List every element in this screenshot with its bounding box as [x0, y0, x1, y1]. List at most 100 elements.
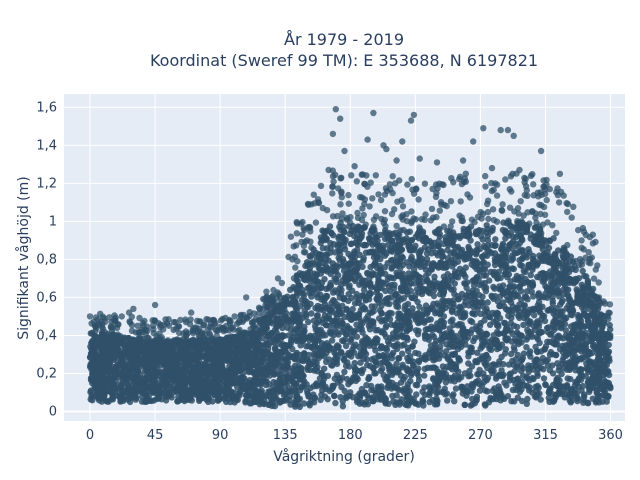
- data-point: [347, 338, 354, 345]
- data-point: [282, 378, 289, 386]
- data-point: [310, 383, 317, 390]
- data-point: [353, 226, 361, 233]
- data-point: [544, 328, 552, 336]
- data-point: [394, 367, 401, 374]
- data-point: [422, 326, 429, 333]
- data-point: [461, 370, 469, 377]
- data-point: [462, 232, 470, 239]
- data-point: [402, 302, 409, 309]
- data-point: [385, 295, 392, 302]
- data-point: [466, 349, 473, 356]
- data-point: [434, 369, 442, 377]
- data-point: [259, 351, 267, 358]
- data-point: [591, 344, 598, 351]
- data-point: [357, 359, 364, 366]
- data-point: [319, 332, 326, 339]
- data-point: [501, 319, 509, 327]
- data-point: [507, 350, 515, 358]
- data-point: [460, 270, 468, 278]
- data-point: [407, 372, 415, 379]
- data-point: [490, 283, 497, 291]
- data-point: [393, 269, 400, 276]
- data-point: [566, 366, 573, 374]
- data-point: [300, 383, 308, 390]
- data-point: [314, 312, 321, 319]
- data-point: [320, 228, 328, 235]
- data-point: [129, 358, 136, 366]
- data-point: [560, 353, 567, 361]
- data-point: [258, 329, 265, 337]
- data-point: [336, 294, 343, 301]
- data-point: [540, 375, 548, 382]
- data-point: [434, 320, 441, 327]
- data-point: [412, 292, 419, 299]
- data-point: [491, 268, 498, 276]
- data-point: [287, 392, 294, 400]
- data-point: [477, 328, 484, 335]
- data-point: [512, 240, 520, 248]
- data-point: [404, 354, 411, 362]
- data-point: [388, 257, 395, 264]
- data-point: [126, 343, 133, 350]
- data-point: [306, 337, 313, 344]
- data-point: [459, 324, 467, 332]
- data-point: [499, 226, 507, 234]
- data-point: [390, 398, 397, 405]
- data-point: [421, 365, 428, 373]
- data-point: [546, 238, 553, 245]
- data-point: [419, 312, 426, 319]
- data-point: [381, 354, 388, 362]
- data-point: [440, 313, 448, 320]
- data-point: [230, 333, 238, 341]
- data-point: [559, 297, 566, 304]
- data-point: [448, 351, 456, 358]
- data-point: [117, 369, 124, 376]
- data-point: [552, 255, 560, 262]
- data-point: [360, 305, 367, 312]
- data-point: [465, 225, 472, 233]
- data-point: [443, 390, 451, 397]
- data-point: [324, 315, 331, 322]
- data-point: [413, 286, 421, 293]
- data-point: [607, 332, 614, 339]
- data-point: [341, 242, 348, 250]
- data-point: [448, 308, 456, 316]
- data-point: [489, 369, 496, 377]
- data-point: [382, 395, 390, 403]
- data-point: [515, 284, 523, 291]
- data-point: [554, 341, 561, 348]
- data-point: [326, 322, 333, 330]
- data-point: [422, 356, 429, 363]
- data-point: [447, 299, 455, 306]
- data-point: [602, 378, 609, 386]
- data-point: [252, 352, 259, 360]
- data-point: [224, 384, 231, 391]
- data-point: [442, 234, 449, 241]
- data-point: [322, 262, 329, 269]
- data-point: [368, 387, 375, 394]
- data-point: [290, 379, 297, 386]
- data-point: [455, 296, 462, 303]
- data-point: [462, 298, 469, 306]
- data-point: [454, 243, 462, 251]
- data-point: [124, 361, 131, 369]
- data-point: [452, 385, 460, 392]
- data-point: [443, 341, 450, 348]
- data-point: [481, 355, 488, 362]
- data-point: [504, 393, 512, 400]
- data-point: [366, 342, 373, 349]
- data-point: [588, 349, 596, 357]
- data-point: [338, 383, 345, 391]
- data-point: [488, 241, 496, 249]
- data-point: [480, 258, 487, 266]
- data-point: [150, 382, 157, 389]
- data-point: [525, 329, 532, 337]
- data-point: [415, 350, 422, 357]
- data-point: [511, 398, 518, 405]
- data-point: [353, 333, 361, 340]
- data-point: [364, 392, 371, 399]
- data-point: [599, 344, 606, 351]
- data-point: [395, 355, 402, 362]
- data-point: [570, 327, 578, 335]
- data-point: [507, 370, 514, 377]
